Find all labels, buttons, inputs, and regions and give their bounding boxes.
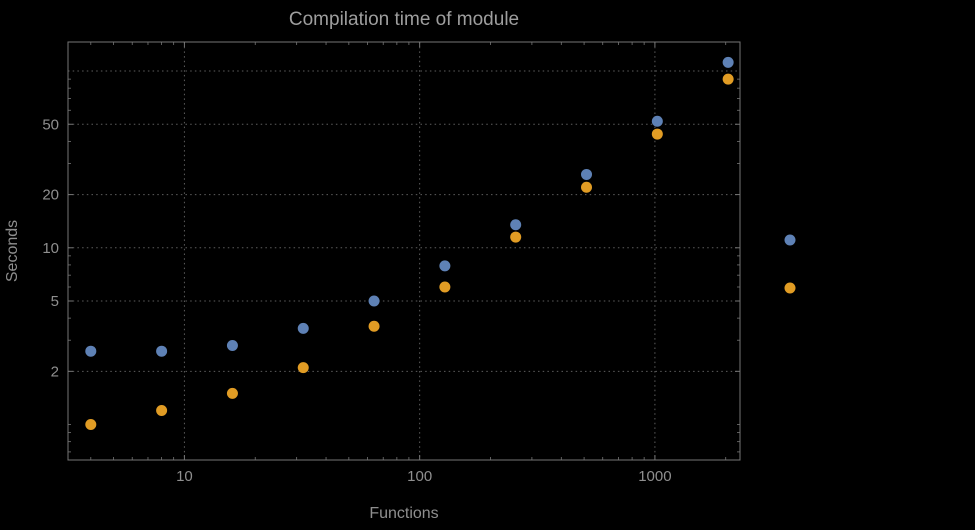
x-tick-label: 1000 — [638, 468, 671, 485]
data-point-series-1 — [297, 322, 309, 334]
plot-frame — [67, 41, 741, 461]
x-axis-label: Functions — [369, 505, 438, 522]
chart-title: Compilation time of module — [289, 9, 519, 30]
data-point-series-1 — [581, 168, 593, 180]
data-point-series-2 — [581, 181, 593, 193]
data-point-series-2 — [156, 405, 168, 417]
y-tick-label: 5 — [51, 293, 59, 310]
data-point-series-2 — [226, 387, 238, 399]
data-point-series-1 — [510, 219, 522, 231]
legend-marker-series-1 — [784, 234, 796, 246]
data-point-series-1 — [226, 340, 238, 352]
data-point-series-2 — [510, 231, 522, 243]
y-tick-label: 50 — [42, 116, 59, 133]
data-point-series-2 — [297, 362, 309, 374]
data-point-series-1 — [156, 345, 168, 357]
data-point-series-2 — [651, 128, 663, 140]
x-tick-label: 10 — [176, 468, 193, 485]
data-point-series-1 — [439, 260, 451, 272]
x-tick-label: 100 — [407, 468, 432, 485]
data-point-series-2 — [722, 73, 734, 85]
legend-marker-series-2 — [784, 282, 796, 294]
data-point-series-2 — [85, 419, 97, 431]
y-tick-label: 20 — [42, 187, 59, 204]
data-point-series-2 — [439, 281, 451, 293]
y-tick-label: 2 — [51, 363, 59, 380]
plot-render-layer: 10 100 1000 2 5 10 20 50 — [42, 41, 796, 485]
data-point-series-1 — [85, 345, 97, 357]
data-point-series-2 — [368, 320, 380, 332]
data-point-series-1 — [651, 115, 663, 127]
y-axis-label: Seconds — [4, 220, 21, 282]
y-tick-label: 10 — [42, 240, 59, 257]
data-point-series-1 — [368, 295, 380, 307]
data-point-series-1 — [722, 56, 734, 68]
